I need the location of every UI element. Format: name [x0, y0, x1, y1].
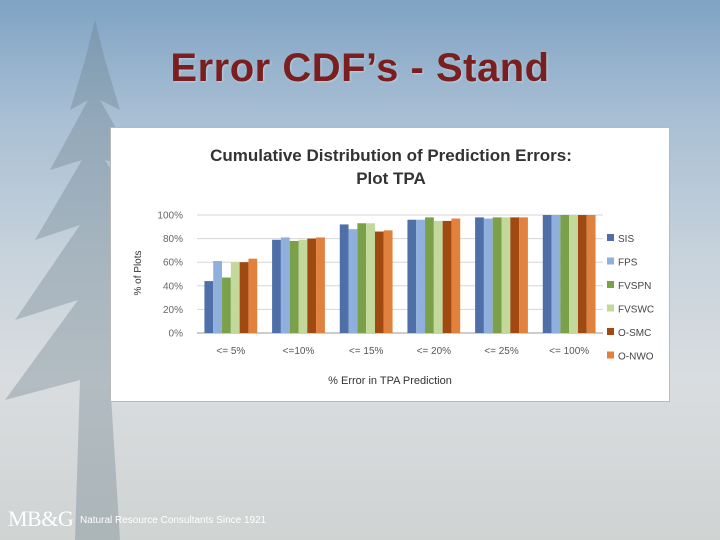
- bar-fvswc-0: [230, 262, 240, 333]
- y-axis-label: % of Plots: [133, 250, 144, 295]
- bar-fvspn-5: [560, 215, 570, 333]
- y-tick-label: 0%: [169, 329, 184, 340]
- bar-sis-5: [542, 215, 552, 333]
- bar-fps-3: [416, 219, 426, 333]
- x-tick-label: <= 20%: [417, 346, 452, 357]
- legend-label: FVSPN: [618, 281, 651, 292]
- company-logo: MB&G: [8, 506, 74, 531]
- x-tick-label: <= 100%: [549, 346, 589, 357]
- y-tick-label: 20%: [163, 305, 183, 316]
- bar-fvspn-4: [492, 217, 502, 333]
- y-tick-label: 80%: [163, 234, 183, 245]
- slide-title: Error CDF’s - Stand: [170, 46, 550, 90]
- bar-o-nwo-5: [586, 215, 596, 333]
- bar-o-nwo-2: [383, 230, 393, 333]
- bar-fvspn-3: [425, 217, 434, 333]
- bar-fvspn-0: [222, 277, 231, 333]
- legend-label: O-NWO: [618, 352, 654, 363]
- y-tick-label: 60%: [163, 258, 183, 269]
- legend-swatch: [607, 281, 614, 288]
- bar-o-smc-0: [239, 262, 249, 333]
- bar-sis-2: [339, 224, 349, 333]
- bar-fps-0: [213, 261, 223, 333]
- footer-tagline: Natural Resource Consultants Since 1921: [80, 515, 267, 526]
- legend-swatch: [607, 304, 614, 312]
- y-tick-label: 40%: [163, 281, 183, 292]
- bar-fvswc-3: [433, 220, 443, 333]
- bar-fps-2: [348, 229, 358, 333]
- x-tick-label: <= 5%: [216, 346, 245, 357]
- chart-title-line1: Cumulative Distribution of Prediction Er…: [210, 146, 572, 165]
- bar-o-nwo-3: [451, 218, 461, 333]
- bar-o-smc-1: [307, 238, 317, 333]
- bar-o-smc-3: [442, 220, 452, 333]
- x-axis-label: % Error in TPA Prediction: [328, 375, 452, 387]
- legend-label: FPS: [618, 258, 638, 269]
- bar-o-smc-5: [577, 215, 587, 333]
- bar-fps-1: [280, 237, 290, 333]
- legend-swatch: [607, 351, 614, 359]
- legend-swatch: [607, 328, 614, 335]
- x-tick-label: <=10%: [283, 346, 315, 357]
- bar-o-nwo-4: [519, 217, 528, 333]
- legend-label: O-SMC: [618, 328, 651, 339]
- bar-fps-5: [551, 215, 561, 333]
- bar-sis-0: [204, 281, 214, 333]
- bar-o-smc-2: [374, 231, 384, 333]
- bar-fvspn-2: [357, 223, 367, 333]
- bar-sis-1: [272, 239, 281, 333]
- tree-silhouette-image: [5, 20, 185, 540]
- bar-fvswc-2: [366, 223, 375, 333]
- chart-panel: Cumulative Distribution of Prediction Er…: [110, 127, 670, 402]
- bar-fps-4: [483, 218, 493, 333]
- bar-o-nwo-0: [248, 258, 258, 333]
- bar-fvswc-5: [569, 215, 578, 333]
- y-tick-label: 100%: [157, 211, 183, 222]
- legend-swatch: [607, 257, 614, 265]
- legend-label: FVSWC: [618, 305, 654, 316]
- bar-o-nwo-1: [316, 237, 325, 333]
- chart-title-line2: Plot TPA: [356, 169, 426, 188]
- bar-fvspn-1: [289, 240, 299, 333]
- bar-chart: Cumulative Distribution of Prediction Er…: [133, 146, 654, 387]
- x-tick-label: <= 25%: [484, 346, 519, 357]
- legend-label: SIS: [618, 234, 634, 245]
- bar-fvswc-1: [298, 239, 308, 333]
- bar-fvswc-4: [501, 217, 511, 333]
- bar-sis-4: [475, 217, 484, 333]
- legend-swatch: [607, 234, 614, 241]
- bar-o-smc-4: [510, 217, 520, 333]
- bar-sis-3: [407, 219, 417, 333]
- x-tick-label: <= 15%: [349, 346, 384, 357]
